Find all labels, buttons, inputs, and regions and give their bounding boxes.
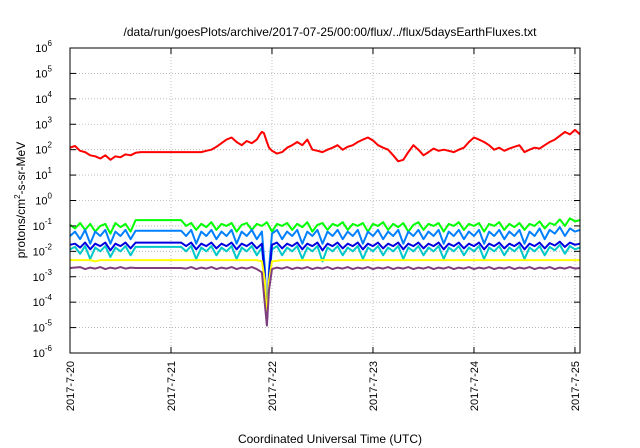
y-tick-label: 105 (35, 64, 52, 80)
y-tick-label: 10-3 (33, 268, 53, 284)
y-tick-label: 104 (35, 90, 52, 106)
x-tick-label: 2017-7-21 (166, 361, 178, 411)
series-line-6 (69, 266, 581, 327)
series-line-3 (69, 243, 581, 321)
y-tick-label: 100 (35, 192, 52, 208)
y-tick-label: 10-6 (33, 344, 53, 360)
series-line-1 (69, 217, 581, 235)
y-tick-label: 106 (35, 39, 52, 55)
x-tick-label: 2017-7-25 (570, 361, 582, 411)
x-tick-label: 2017-7-20 (65, 361, 77, 411)
grid (70, 48, 580, 353)
x-tick-label: 2017-7-24 (469, 361, 481, 411)
y-axis-label-main: protons/cm (14, 199, 28, 258)
y-axis-label-rest: -s-sr-MeV (14, 142, 28, 195)
y-axis-label: protons/cm2-s-sr-MeV (13, 142, 28, 258)
series-line-0 (69, 128, 581, 163)
series-line-5 (70, 259, 580, 321)
series-line-4 (69, 240, 581, 325)
y-tick-label: 10-2 (33, 242, 53, 258)
series-layer (69, 128, 581, 327)
y-axis-ticks: 10-6 10-5 10-4 10-3 10-2 10-1 100 101 102 103 104 1… (33, 39, 580, 360)
series-line-2 (69, 226, 581, 321)
y-tick-label: 102 (35, 141, 52, 157)
y-axis-label-superscript: 2 (13, 194, 22, 199)
x-tick-label: 2017-7-22 (267, 361, 279, 411)
y-tick-label: 103 (35, 115, 52, 131)
y-tick-label: 10-1 (33, 217, 53, 233)
x-axis-label: Coordinated Universal Time (UTC) (238, 432, 422, 446)
x-tick-label: 2017-7-23 (368, 361, 380, 411)
y-tick-label: 101 (35, 166, 52, 182)
y-tick-label: 10-4 (33, 293, 53, 309)
x-axis-ticks: 2017-7-20 2017-7-21 2017-7-22 2017-7-23 2017… (65, 48, 582, 411)
chart-title: /data/run/goesPlots/archive/2017-07-25/0… (124, 25, 538, 39)
y-tick-label: 10-5 (33, 319, 53, 335)
